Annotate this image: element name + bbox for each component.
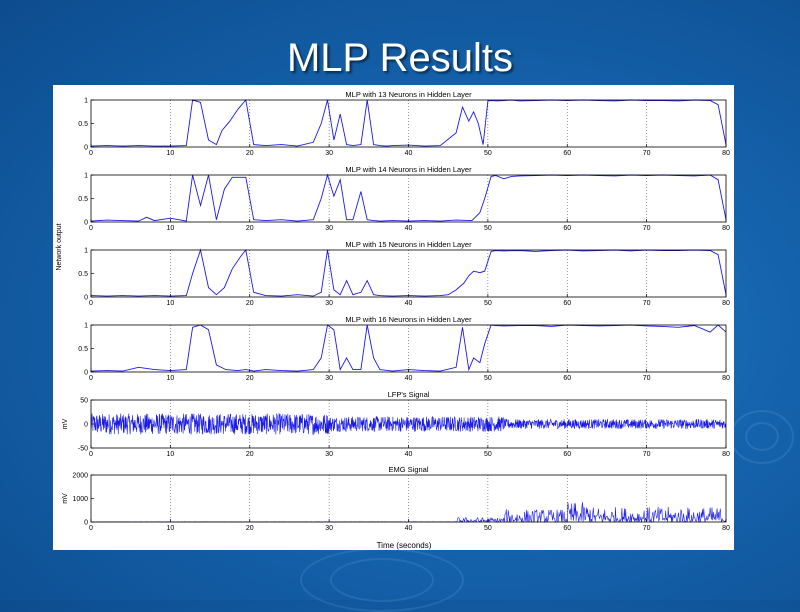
subplot-title: MLP with 16 Neurons in Hidden Layer [345, 315, 472, 324]
x-tick-label: 20 [246, 300, 254, 307]
x-tick-label: 10 [166, 451, 174, 458]
decor-ripple [745, 422, 779, 451]
series-line [90, 412, 726, 436]
x-tick-label: 20 [246, 375, 254, 382]
x-tick-label: 60 [563, 375, 571, 382]
x-tick-label: 0 [89, 375, 93, 382]
x-tick-label: 20 [246, 225, 254, 232]
x-tick-label: 0 [89, 525, 93, 532]
subplot-title: LFP's Signal [388, 390, 430, 399]
x-tick-label: 80 [722, 451, 730, 458]
figure-svg: Network output Time (seconds) MLP with 1… [56, 90, 730, 550]
x-tick-label: 80 [722, 525, 730, 532]
x-tick-label: 30 [325, 225, 333, 232]
series-line [90, 324, 727, 372]
y-axis-label: mV [62, 493, 69, 504]
x-tick-label: 70 [643, 300, 651, 307]
y-tick-label: 0 [84, 370, 88, 377]
x-tick-label: 60 [563, 300, 571, 307]
x-tick-label: 40 [405, 225, 413, 232]
subplot-6: EMG Signal 0 10 20 30 40 50 60 70 80 0 1000 2000 mV [62, 465, 730, 532]
x-tick-label: 40 [405, 375, 413, 382]
x-tick-label: 20 [246, 451, 254, 458]
x-tick-label: 70 [643, 375, 651, 382]
y-tick-label: -50 [78, 446, 88, 453]
x-tick-label: 40 [405, 150, 413, 157]
x-tick-label: 80 [722, 375, 730, 382]
x-tick-label: 30 [325, 525, 333, 532]
x-tick-label: 10 [166, 525, 174, 532]
x-tick-label: 0 [89, 225, 93, 232]
shared-ylabel: Network output [56, 223, 63, 270]
x-tick-label: 60 [563, 451, 571, 458]
x-tick-label: 20 [246, 525, 254, 532]
x-tick-label: 50 [484, 150, 492, 157]
x-tick-label: 80 [722, 300, 730, 307]
x-tick-label: 70 [643, 225, 651, 232]
y-tick-label: 1 [84, 173, 88, 180]
subplot-title: MLP with 13 Neurons in Hidden Layer [345, 90, 472, 99]
subplot-title: MLP with 15 Neurons in Hidden Layer [345, 240, 472, 249]
x-tick-label: 70 [643, 150, 651, 157]
x-axis-label: Time (seconds) [377, 541, 432, 550]
slide-title: MLP Results [286, 36, 513, 80]
x-tick-label: 70 [643, 525, 651, 532]
x-tick-label: 50 [484, 451, 492, 458]
y-tick-label: 0 [84, 520, 88, 527]
y-tick-label: 0 [84, 295, 88, 302]
x-tick-label: 40 [405, 451, 413, 458]
x-tick-label: 10 [166, 375, 174, 382]
x-tick-label: 10 [166, 300, 174, 307]
x-tick-label: 10 [166, 225, 174, 232]
y-tick-label: 1 [84, 323, 88, 330]
y-tick-label: 0.5 [78, 271, 88, 278]
x-tick-label: 30 [325, 150, 333, 157]
x-tick-label: 0 [89, 300, 93, 307]
y-tick-label: 0 [84, 422, 88, 429]
x-tick-label: 80 [722, 225, 730, 232]
x-tick-label: 30 [325, 375, 333, 382]
x-tick-label: 40 [405, 300, 413, 307]
x-tick-label: 30 [325, 451, 333, 458]
x-tick-label: 10 [166, 150, 174, 157]
subplot-title: MLP with 14 Neurons in Hidden Layer [345, 165, 472, 174]
x-tick-label: 50 [484, 300, 492, 307]
y-tick-label: 1000 [72, 496, 88, 503]
x-tick-label: 50 [484, 375, 492, 382]
y-tick-label: 1 [84, 248, 88, 255]
decor-ripple [330, 558, 434, 602]
x-tick-label: 40 [405, 525, 413, 532]
y-tick-label: 0 [84, 220, 88, 227]
x-tick-label: 70 [643, 451, 651, 458]
x-tick-label: 60 [563, 150, 571, 157]
x-tick-label: 50 [484, 525, 492, 532]
y-tick-label: 50 [80, 398, 88, 405]
x-tick-label: 0 [89, 150, 93, 157]
x-tick-label: 20 [246, 150, 254, 157]
x-tick-label: 60 [563, 525, 571, 532]
x-tick-label: 0 [89, 451, 93, 458]
y-axis-label: mV [62, 418, 69, 429]
x-tick-label: 80 [722, 150, 730, 157]
x-tick-label: 60 [563, 225, 571, 232]
y-tick-label: 0.5 [78, 196, 88, 203]
y-tick-label: 0.5 [78, 346, 88, 353]
y-tick-label: 1 [84, 98, 88, 105]
y-tick-label: 2000 [72, 473, 88, 480]
figure-panel: Network output Time (seconds) MLP with 1… [53, 85, 734, 550]
x-tick-label: 30 [325, 300, 333, 307]
y-tick-label: 0.5 [78, 121, 88, 128]
series-line [90, 248, 727, 297]
subplot-title: EMG Signal [388, 465, 428, 474]
y-tick-label: 0 [84, 145, 88, 152]
x-tick-label: 50 [484, 225, 492, 232]
